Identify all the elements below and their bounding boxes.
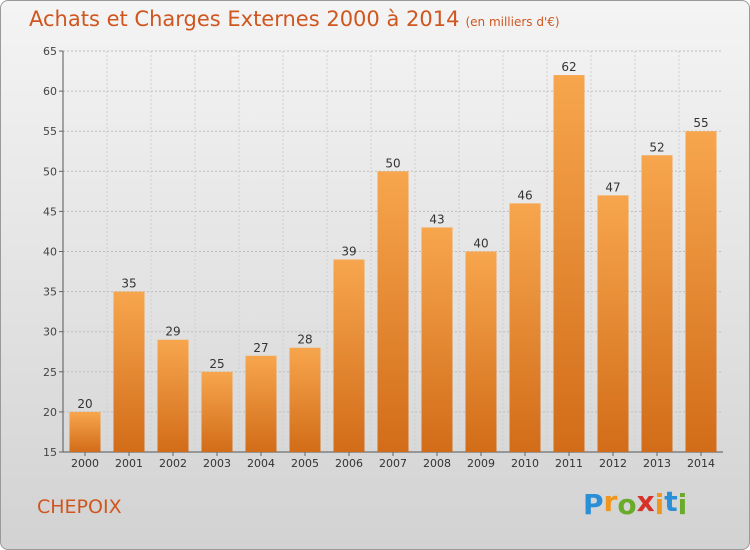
- labels: 15 20 25 30 35 40 45 50 55 60 65 20 2000 35 2001 29 2002…: [43, 45, 715, 470]
- x-tick-label-2008: 2008: [423, 457, 451, 470]
- bars: [69, 75, 717, 453]
- bar-2001: [113, 291, 145, 452]
- data-label-2002: 29: [165, 325, 180, 339]
- data-label-2000: 20: [77, 397, 92, 411]
- y-tick-label: 55: [43, 125, 57, 138]
- data-label-2009: 40: [473, 237, 488, 251]
- x-tick-label-2012: 2012: [599, 457, 627, 470]
- y-tick-label: 65: [43, 45, 57, 58]
- bar-2002: [157, 339, 189, 452]
- bar-2003: [201, 371, 233, 452]
- bar-2008: [421, 227, 453, 452]
- data-label-2011: 62: [561, 60, 576, 74]
- logo-letter: i: [677, 488, 688, 521]
- data-label-2014: 55: [693, 116, 708, 130]
- x-tick-label-2013: 2013: [643, 457, 671, 470]
- logo-letter: r: [603, 485, 618, 518]
- bar-2009: [465, 251, 497, 452]
- bar-2013: [641, 155, 673, 452]
- proxiti-logo: Proxiti: [583, 485, 688, 521]
- x-tick-label-2011: 2011: [555, 457, 583, 470]
- data-label-2004: 27: [253, 341, 268, 355]
- data-label-2010: 46: [517, 188, 532, 202]
- y-tick-label: 45: [43, 205, 57, 218]
- y-tick-label: 60: [43, 85, 57, 98]
- bar-2004: [245, 355, 277, 452]
- x-tick-label-2006: 2006: [335, 457, 363, 470]
- y-tick-label: 20: [43, 406, 57, 419]
- x-tick-label-2000: 2000: [71, 457, 99, 470]
- bar-2007: [377, 171, 409, 453]
- logo-letter: i: [654, 488, 665, 521]
- bar-2005: [289, 347, 321, 452]
- data-label-2006: 39: [341, 245, 356, 259]
- data-label-2008: 43: [429, 212, 444, 226]
- logo-letter: o: [617, 488, 637, 521]
- logo-letter: t: [664, 485, 678, 518]
- data-label-2013: 52: [649, 140, 664, 154]
- data-label-2007: 50: [385, 156, 400, 170]
- x-tick-label-2009: 2009: [467, 457, 495, 470]
- data-label-2012: 47: [605, 180, 620, 194]
- bar-2000: [69, 411, 101, 452]
- y-tick-label: 50: [43, 165, 57, 178]
- y-tick-label: 25: [43, 366, 57, 379]
- chart-title-text: Achats et Charges Externes 2000 à 2014: [29, 7, 460, 31]
- x-tick-label-2002: 2002: [159, 457, 187, 470]
- bar-2014: [685, 131, 717, 452]
- x-tick-label-2007: 2007: [379, 457, 407, 470]
- bar-2011: [553, 75, 585, 452]
- x-tick-label-2010: 2010: [511, 457, 539, 470]
- data-label-2003: 25: [209, 357, 224, 371]
- x-tick-label-2005: 2005: [291, 457, 319, 470]
- x-tick-label-2003: 2003: [203, 457, 231, 470]
- y-tick-label: 35: [43, 286, 57, 299]
- x-tick-label-2001: 2001: [115, 457, 143, 470]
- chart-title: Achats et Charges Externes 2000 à 2014 (e…: [29, 7, 560, 31]
- bar-2006: [333, 259, 365, 452]
- bar-2010: [509, 203, 541, 452]
- commune-name: CHEPOIX: [37, 496, 122, 518]
- data-label-2005: 28: [297, 333, 312, 347]
- y-tick-label: 40: [43, 246, 57, 259]
- y-tick-label: 30: [43, 326, 57, 339]
- x-tick-label-2004: 2004: [247, 457, 275, 470]
- y-tick-label: 15: [43, 446, 57, 459]
- x-tick-label-2014: 2014: [687, 457, 715, 470]
- logo-letter: P: [583, 488, 604, 521]
- logo-letter: x: [636, 485, 655, 518]
- chart-subtitle: (en milliers d'€): [465, 15, 560, 29]
- bar-2012: [597, 195, 629, 453]
- data-label-2001: 35: [121, 277, 136, 291]
